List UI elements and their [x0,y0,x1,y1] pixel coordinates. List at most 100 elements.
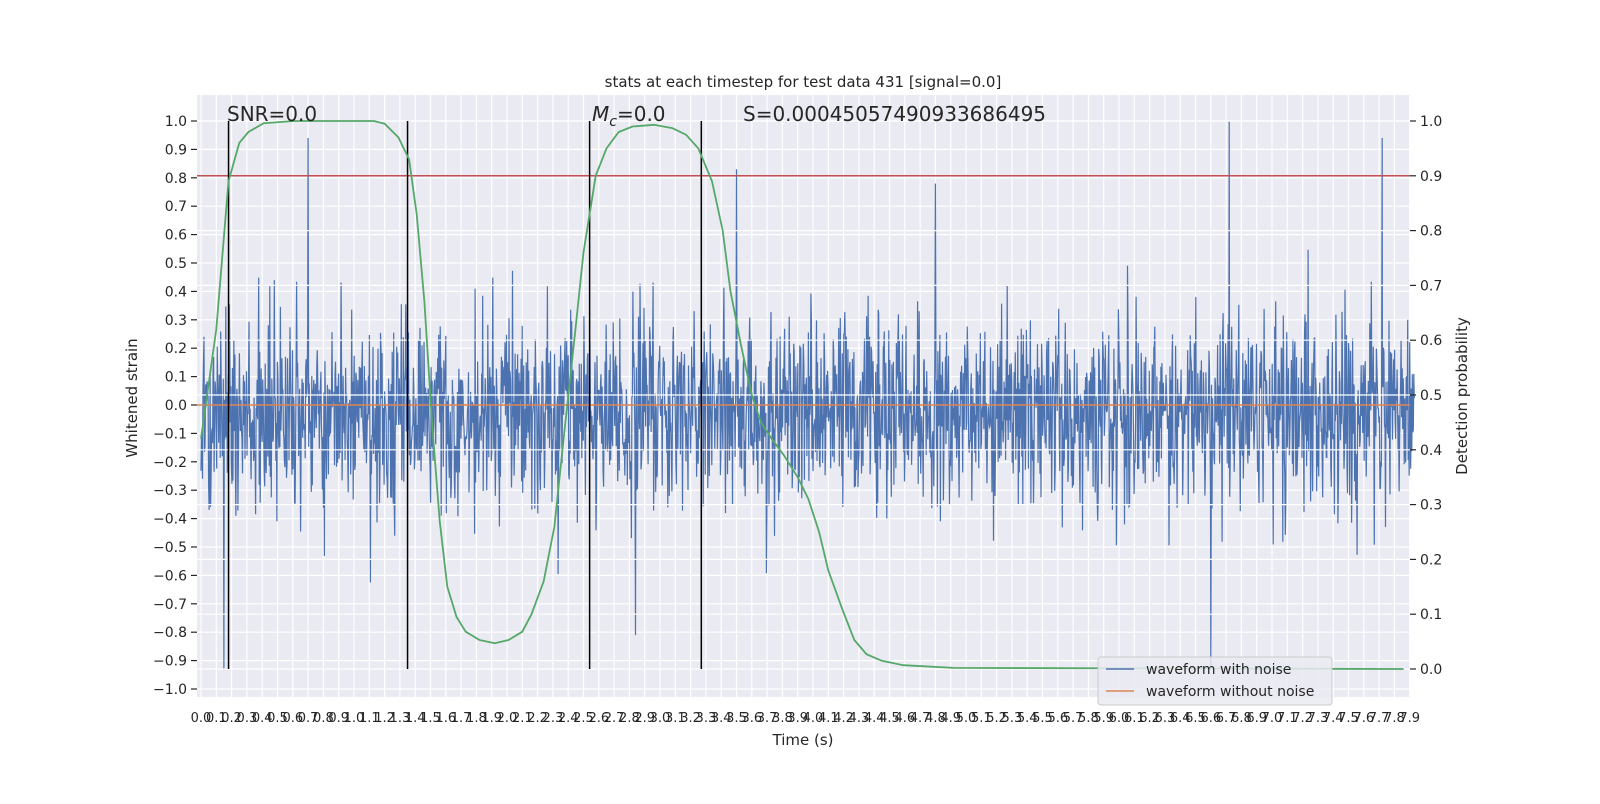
x-tick-label: 0.2 [221,711,242,726]
y-tick-label-right: 0.7 [1420,278,1442,294]
x-tick-label: 6.5 [1185,711,1206,726]
x-tick-label: 4.7 [910,711,931,726]
x-tick-label: 4.4 [864,711,885,726]
x-tick-label: 3.0 [650,711,671,726]
x-tick-label: 5.4 [1017,711,1038,726]
x-tick-label: 3.6 [741,711,762,726]
x-tick-label: 6.8 [1231,711,1252,726]
x-tick-label: 1.0 [344,711,365,726]
x-tick-label: 3.1 [665,711,686,726]
y-axis-label-right: Detection probability [1453,317,1471,475]
x-tick-label: 0.1 [206,711,227,726]
x-tick-label: 6.4 [1170,711,1191,726]
x-tick-label: 6.6 [1200,711,1221,726]
x-tick-label: 7.8 [1384,711,1405,726]
x-tick-label: 0.9 [328,711,349,726]
noise-trace [200,120,1415,670]
grid-right [197,120,1410,670]
x-tick-label: 4.1 [818,711,839,726]
x-tick-label: 2.5 [573,711,594,726]
y-tick-label-right: 0.5 [1420,388,1442,404]
x-tick-label: 6.1 [1124,711,1145,726]
x-tick-label: 6.2 [1139,711,1160,726]
x-tick-label: 1.2 [374,711,395,726]
y-tick-label-left: −0.4 [153,512,187,528]
legend: waveform with noise waveform without noi… [1097,656,1333,706]
x-tick-label: 4.5 [879,711,900,726]
y-tick-label-left: −0.3 [153,483,187,499]
series-waveform-with-noise [200,120,1415,670]
y-tick-label-left: 0.4 [165,284,187,300]
x-tick-label: 7.9 [1399,711,1420,726]
x-tick-label: 2.7 [604,711,625,726]
y-tick-label-left: 0.2 [165,341,187,357]
x-tick-label: 0.0 [191,711,212,726]
x-tick-label: 7.0 [1262,711,1283,726]
series-detection-probability [200,120,1404,670]
y-tick-label-left: 1.0 [165,114,187,130]
x-tick-label: 7.2 [1292,711,1313,726]
x-tick-label: 3.2 [680,711,701,726]
y-tick-label-right: 0.8 [1420,224,1442,240]
x-tick-label: 0.5 [267,711,288,726]
x-tick-label: 4.6 [894,711,915,726]
y-tick-label-left: −0.5 [153,540,187,556]
x-tick-label: 5.5 [1032,711,1053,726]
x-tick-label: 6.3 [1155,711,1176,726]
x-axis-label: Time (s) [772,731,834,749]
x-tick-label: 3.3 [696,711,717,726]
x-tick-label: 0.6 [282,711,303,726]
y-tick-label-left: 0.3 [165,313,187,329]
y-tick-label-left: 0.0 [165,398,187,414]
x-tick-label: 2.1 [512,711,533,726]
x-tick-label: 3.5 [726,711,747,726]
x-tick-label: 5.1 [971,711,992,726]
y-tick-label-left: −0.6 [153,568,187,584]
y-tick-label-left: −0.7 [153,597,187,613]
x-tick-label: 3.7 [757,711,778,726]
x-tick-label: 5.9 [1093,711,1114,726]
x-tick-label: 1.5 [420,711,441,726]
x-tick-label: 7.5 [1338,711,1359,726]
x-tick-label: 3.4 [711,711,732,726]
y-tick-label-left: 0.1 [165,370,187,386]
y-tick-label-right: 0.2 [1420,552,1442,568]
x-tick-label: 0.7 [298,711,319,726]
y-tick-label-left: 0.7 [165,199,187,215]
x-tick-label: 4.2 [833,711,854,726]
y-tick-label-left: −0.8 [153,625,187,641]
annotation-chirp-mass: Mc=0.0 [592,102,666,130]
x-tick-label: 4.8 [925,711,946,726]
y-axis-label-left: Whitened strain [123,338,141,457]
x-tick-label: 1.9 [481,711,502,726]
x-tick-label: 0.8 [313,711,334,726]
y-tick-label-right: 0.4 [1420,443,1442,459]
x-tick-label: 1.8 [466,711,487,726]
x-tick-label: 2.8 [619,711,640,726]
x-tick-label: 2.6 [588,711,609,726]
x-tick-label: 7.1 [1277,711,1298,726]
x-tick-label: 7.3 [1308,711,1329,726]
x-tick-label: 2.2 [527,711,548,726]
x-tick-label: 1.3 [390,711,411,726]
x-tick-label: 2.3 [543,711,564,726]
x-tick-label: 6.9 [1246,711,1267,726]
y-tick-label-right: 1.0 [1420,114,1442,130]
y-tick-label-left: −1.0 [153,682,187,698]
x-tick-label: 4.3 [849,711,870,726]
x-tick-label: 5.7 [1063,711,1084,726]
y-tick-label-left: 0.6 [165,228,187,244]
x-tick-label: 6.7 [1216,711,1237,726]
ticks: 0.00.10.20.30.40.50.60.70.80.91.01.11.21… [153,114,1442,726]
y-tick-label-left: −0.1 [153,426,187,442]
x-tick-label: 2.0 [497,711,518,726]
legend-label-noise: waveform with noise [1146,662,1291,678]
x-tick-label: 1.4 [405,711,426,726]
y-tick-label-right: 0.1 [1420,607,1442,623]
x-tick-label: 2.9 [634,711,655,726]
x-tick-label: 2.4 [558,711,579,726]
x-tick-label: 0.3 [237,711,258,726]
x-tick-label: 0.4 [252,711,273,726]
chart-title: stats at each timestep for test data 431… [605,73,1002,91]
